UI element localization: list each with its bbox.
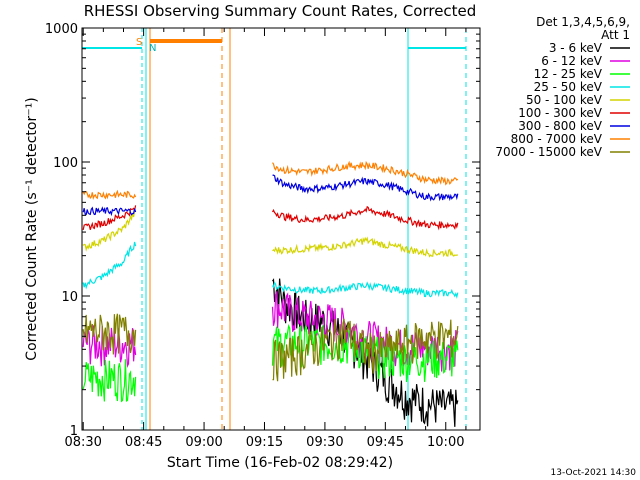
- series-line-50-100-seg1: [82, 210, 136, 252]
- plot-frame: [81, 27, 481, 431]
- x-tick-label: 09:30: [306, 435, 343, 450]
- generation-timestamp: 13-Oct-2021 14:30: [551, 468, 637, 478]
- series-line-300-800-seg2: [272, 174, 459, 202]
- legend-label-100-300: 100 - 300 keV: [518, 106, 602, 120]
- legend-label-25-50: 25 - 50 keV: [534, 80, 603, 94]
- series-line-7000-15000-seg2: [272, 318, 459, 382]
- series-line-25-50-seg1: [82, 241, 137, 290]
- vertical-markers: [141, 28, 467, 430]
- axes: 08:30 08:45 09:00 09:15 09:30 09:45 10:00 1 10 10…: [45, 22, 480, 450]
- legend-label-300-800: 300 - 800 keV: [518, 119, 602, 133]
- x-tick-label: 09:45: [367, 435, 404, 450]
- legend-label-12-25: 12 - 25 keV: [534, 67, 603, 81]
- y-axis-label: Corrected Count Rate (s⁻¹ detector⁻¹): [24, 97, 40, 360]
- series-line-12-25-seg1: [82, 359, 137, 403]
- x-tick-label: 10:00: [427, 435, 464, 450]
- series-line-25-50-seg2: [272, 281, 459, 299]
- flag-s-label: S: [136, 37, 142, 48]
- x-tick-label: 08:30: [64, 435, 101, 450]
- legend-label-3-6: 3 - 6 keV: [549, 41, 603, 55]
- series-line-800-7000-seg1: [82, 189, 137, 200]
- flag-n-label: N: [149, 43, 156, 54]
- legend-label-50-100: 50 - 100 keV: [526, 93, 603, 107]
- legend-label-800-7000: 800 - 7000 keV: [511, 132, 603, 146]
- x-tick-label: 09:15: [246, 435, 283, 450]
- x-axis-label: Start Time (16-Feb-02 08:29:42): [167, 455, 393, 471]
- series-line-800-7000-seg2: [272, 160, 459, 186]
- legend-title-line-2: Att 1: [601, 28, 630, 42]
- series-line-100-300-seg2: [271, 205, 459, 231]
- series-line-100-300-seg1: [82, 205, 137, 231]
- y-tick-label: 1000: [45, 22, 78, 37]
- x-tick-label: 09:00: [185, 435, 222, 450]
- legend-label-6-12: 6 - 12 keV: [541, 54, 603, 68]
- series-line-300-800-seg1: [82, 206, 137, 217]
- x-tick-label: 08:45: [125, 435, 162, 450]
- series-group: [82, 160, 459, 427]
- y-tick-label: 100: [53, 156, 78, 171]
- chart-title: RHESSI Observing Summary Count Rates, Co…: [84, 2, 477, 20]
- series-line-50-100-seg2: [272, 236, 458, 258]
- y-tick-label: 10: [61, 290, 78, 305]
- legend-label-7000-15000: 7000 - 15000 keV: [495, 145, 602, 159]
- y-tick-label: 1: [70, 424, 78, 439]
- series-line-7000-15000-seg1: [82, 313, 137, 355]
- legend-title-line-1: Det 1,3,4,5,6,9,: [536, 15, 630, 29]
